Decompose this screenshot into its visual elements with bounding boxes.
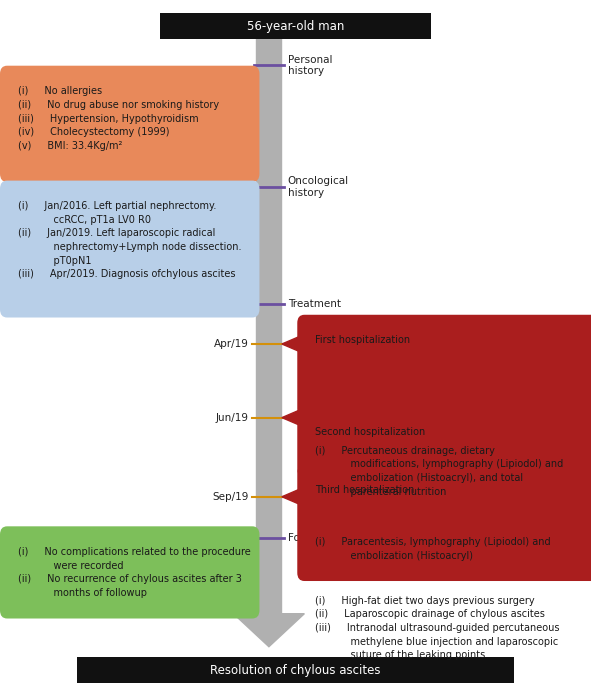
Polygon shape <box>252 114 256 133</box>
Text: Follow-up: Follow-up <box>288 533 337 543</box>
Polygon shape <box>282 408 304 427</box>
FancyBboxPatch shape <box>77 657 514 683</box>
FancyBboxPatch shape <box>160 13 431 39</box>
Text: Treatment: Treatment <box>288 299 341 309</box>
FancyBboxPatch shape <box>297 465 591 581</box>
FancyBboxPatch shape <box>0 526 259 619</box>
Text: (i)   High-fat diet two days previous surgery
(ii)   Laparoscopic drainage of ch: (i) High-fat diet two days previous surg… <box>315 596 560 660</box>
Polygon shape <box>233 614 304 647</box>
Text: Jun/19: Jun/19 <box>216 413 249 422</box>
Polygon shape <box>282 334 304 354</box>
Text: (i)   No complications related to the procedure
     were recorded
(ii)   No rec: (i) No complications related to the proc… <box>18 547 251 598</box>
Polygon shape <box>252 528 256 548</box>
Text: Apr/19: Apr/19 <box>214 339 249 349</box>
Text: 56-year-old man: 56-year-old man <box>247 20 344 32</box>
Text: (i)   Paracentesis, lymphography (Lipiodol) and
     embolization (Histoacryl): (i) Paracentesis, lymphography (Lipiodol… <box>315 537 551 561</box>
Text: Oncological
history: Oncological history <box>288 176 349 198</box>
Text: First hospitalization: First hospitalization <box>315 336 410 345</box>
Text: Third hospitalization: Third hospitalization <box>315 486 414 495</box>
FancyBboxPatch shape <box>297 315 591 417</box>
Text: Sep/19: Sep/19 <box>212 492 249 502</box>
Polygon shape <box>252 239 256 259</box>
Text: (i)   Jan/2016. Left partial nephrectomy.
     ccRCC, pT1a LV0 R0
(ii)   Jan/201: (i) Jan/2016. Left partial nephrectomy. … <box>18 201 241 279</box>
Text: (i)   No allergies
(ii)   No drug abuse nor smoking history
(iii)   Hypertension: (i) No allergies (ii) No drug abuse nor … <box>18 87 219 151</box>
FancyBboxPatch shape <box>0 181 259 318</box>
FancyBboxPatch shape <box>0 66 259 182</box>
Text: Resolution of chylous ascites: Resolution of chylous ascites <box>210 664 381 676</box>
Text: Second hospitalization: Second hospitalization <box>315 427 426 437</box>
Text: (i)   Percutaneous drainage, dietary
     modifications, lymphography (Lipiodol): (i) Percutaneous drainage, dietary modif… <box>315 446 563 497</box>
Bar <box>256 29 281 618</box>
Polygon shape <box>282 487 304 506</box>
Text: Personal
history: Personal history <box>288 54 332 76</box>
FancyBboxPatch shape <box>297 406 591 477</box>
